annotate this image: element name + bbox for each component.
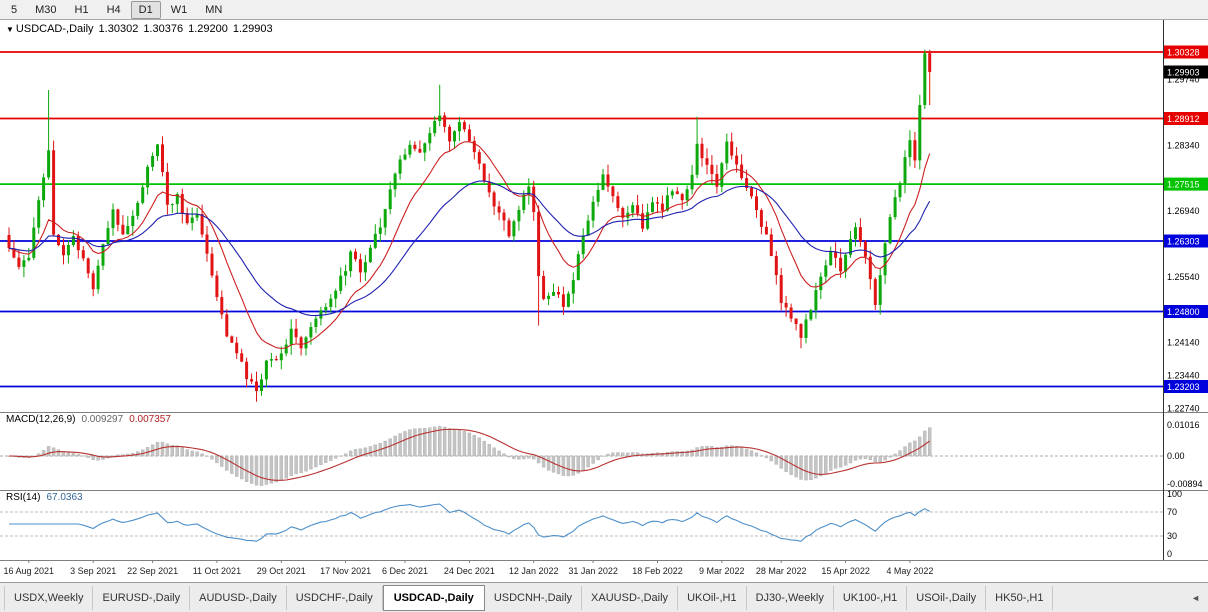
price-scale-label: 1.29740 bbox=[1167, 75, 1200, 85]
price-level-badge bbox=[1164, 234, 1208, 248]
date-axis[interactable]: 16 Aug 2021 3 Sep 2021 22 Sep 2021 11 Oct 2… bbox=[0, 560, 1208, 582]
period-button-d1[interactable]: D1 bbox=[130, 0, 161, 19]
date-label: 24 Dec 2021 bbox=[444, 566, 495, 576]
rsi-scale-label: 100 bbox=[1167, 490, 1182, 499]
date-label: 17 Nov 2021 bbox=[320, 566, 371, 576]
price-scale-label: 1.26940 bbox=[1167, 206, 1200, 216]
chart-title: ▼ USDCAD-,Daily 1.30302 1.30376 1.29200 1.299… bbox=[6, 23, 278, 35]
ohlc-close: 1.29903 bbox=[232, 23, 273, 35]
period-button-w1[interactable]: W1 bbox=[170, 3, 188, 16]
symbol-tabbar: USDX,Weekly EURUSD-,Daily AUDUSD-,Daily USD… bbox=[0, 582, 1208, 612]
rsi-name: RSI(14) bbox=[6, 492, 41, 503]
svg-text:1.29903: 1.29903 bbox=[1167, 68, 1200, 78]
date-label: 11 Oct 2021 bbox=[193, 566, 241, 576]
price-scale-label: 1.24140 bbox=[1167, 338, 1200, 348]
ma-fast-line bbox=[8, 141, 931, 350]
date-label: 28 Mar 2022 bbox=[756, 566, 807, 576]
price-level-badge bbox=[1164, 305, 1208, 318]
price-level-badge bbox=[1164, 45, 1208, 59]
rsi-scale-label: 30 bbox=[1167, 531, 1177, 541]
timeframe-toolbar: 5 M30 H1 H4 D1 W1 MN bbox=[0, 0, 1208, 20]
symbol-tab-ukoil-h1[interactable]: UKOil-,H1 bbox=[678, 585, 747, 610]
symbol-tab-usdchf-daily[interactable]: USDCHF-,Daily bbox=[287, 585, 383, 610]
macd-signal-line bbox=[8, 428, 931, 481]
period-button-h1[interactable]: H1 bbox=[74, 3, 89, 16]
symbol-tabs: USDX,Weekly EURUSD-,Daily AUDUSD-,Daily USD… bbox=[4, 584, 1054, 611]
symbol-tab-hk50-h1[interactable]: HK50-,H1 bbox=[986, 585, 1054, 610]
symbol-tab-usdcad-daily[interactable]: USDCAD-,Daily bbox=[382, 584, 485, 611]
rsi-line bbox=[9, 503, 930, 542]
symbol-tab-eurusd-daily[interactable]: EURUSD-,Daily bbox=[93, 585, 191, 610]
price-level-badge bbox=[1164, 112, 1208, 125]
date-label: 18 Feb 2022 bbox=[632, 566, 683, 576]
date-label: 3 Sep 2021 bbox=[70, 566, 116, 576]
macd-main-value: 0.009297 bbox=[81, 414, 124, 425]
symbol-label: USDCAD-,Daily bbox=[15, 23, 94, 35]
svg-text:1.26303: 1.26303 bbox=[1167, 237, 1200, 247]
symbol-tab-usoil-daily[interactable]: USOil-,Daily bbox=[907, 585, 987, 610]
date-label: 9 Mar 2022 bbox=[699, 566, 745, 576]
date-label: 15 Apr 2022 bbox=[821, 566, 870, 576]
price-chart[interactable]: 1.29740 1.28340 1.26940 1.25540 1.24140 1.234… bbox=[0, 20, 1208, 412]
macd-scale-max: 0.01016 bbox=[1167, 420, 1200, 430]
date-label: 16 Aug 2021 bbox=[4, 566, 55, 576]
date-label: 4 May 2022 bbox=[886, 566, 933, 576]
collapse-arrow-icon[interactable]: ▼ bbox=[6, 25, 14, 34]
symbol-tab-usdcnh-daily[interactable]: USDCNH-,Daily bbox=[485, 585, 583, 610]
svg-text:1.27515: 1.27515 bbox=[1167, 180, 1200, 190]
date-label: 29 Oct 2021 bbox=[257, 566, 306, 576]
rsi-panel[interactable]: 100 70 30 0 bbox=[0, 490, 1208, 560]
ohlc-low: 1.29200 bbox=[188, 23, 228, 35]
symbol-tab-audusd-daily[interactable]: AUDUSD-,Daily bbox=[190, 585, 287, 610]
price-scale-label: 1.28340 bbox=[1167, 140, 1200, 150]
macd-signal-value: 0.007357 bbox=[129, 414, 171, 425]
macd-indicator-label: MACD(12,26,9) 0.009297 0.007357 bbox=[6, 414, 177, 425]
macd-panel[interactable]: 0.01016 0.00 -0.00894 bbox=[0, 412, 1208, 490]
svg-text:1.24800: 1.24800 bbox=[1167, 307, 1200, 317]
price-scale-label: 1.25540 bbox=[1167, 272, 1200, 282]
price-level-badge bbox=[1164, 177, 1208, 191]
period-button-5[interactable]: 5 bbox=[11, 3, 18, 16]
symbol-tab-dj30-weekly[interactable]: DJ30-,Weekly bbox=[747, 585, 834, 610]
period-button-h4[interactable]: H4 bbox=[106, 3, 121, 16]
rsi-scale-label: 70 bbox=[1167, 507, 1177, 517]
ohlc-high: 1.30376 bbox=[143, 23, 184, 35]
rsi-value: 67.0363 bbox=[46, 492, 83, 503]
svg-text:1.28912: 1.28912 bbox=[1167, 114, 1200, 124]
period-button-m30[interactable]: M30 bbox=[35, 3, 57, 16]
current-price-badge bbox=[1164, 65, 1208, 79]
date-label: 31 Jan 2022 bbox=[568, 566, 618, 576]
symbol-tab-xauusd-daily[interactable]: XAUUSD-,Daily bbox=[582, 585, 679, 610]
svg-text:1.30328: 1.30328 bbox=[1167, 48, 1200, 58]
symbol-tab-uk100-h1[interactable]: UK100-,H1 bbox=[834, 585, 908, 610]
price-scale-label: 1.22740 bbox=[1167, 403, 1200, 412]
macd-scale-min: -0.00894 bbox=[1167, 479, 1203, 489]
ma-slow-line bbox=[8, 180, 931, 317]
price-level-badge bbox=[1164, 380, 1208, 393]
date-label: 12 Jan 2022 bbox=[509, 566, 559, 576]
price-scale-label: 1.23440 bbox=[1167, 370, 1200, 380]
tab-scroll-left-icon[interactable]: ◄ bbox=[1191, 592, 1200, 603]
symbol-tab-usdx-weekly[interactable]: USDX,Weekly bbox=[4, 585, 94, 610]
rsi-scale-label: 0 bbox=[1167, 549, 1172, 559]
macd-name: MACD(12,26,9) bbox=[6, 414, 76, 425]
chart-stack: 1.29740 1.28340 1.26940 1.25540 1.24140 1.234… bbox=[0, 20, 1208, 582]
period-button-mn[interactable]: MN bbox=[205, 3, 223, 16]
rsi-indicator-label: RSI(14) 67.0363 bbox=[6, 492, 89, 503]
macd-scale-zero: 0.00 bbox=[1167, 451, 1185, 461]
ohlc-open: 1.30302 bbox=[98, 23, 139, 35]
date-label: 22 Sep 2021 bbox=[127, 566, 178, 576]
svg-text:1.23203: 1.23203 bbox=[1167, 382, 1200, 392]
date-label: 6 Dec 2021 bbox=[382, 566, 428, 576]
